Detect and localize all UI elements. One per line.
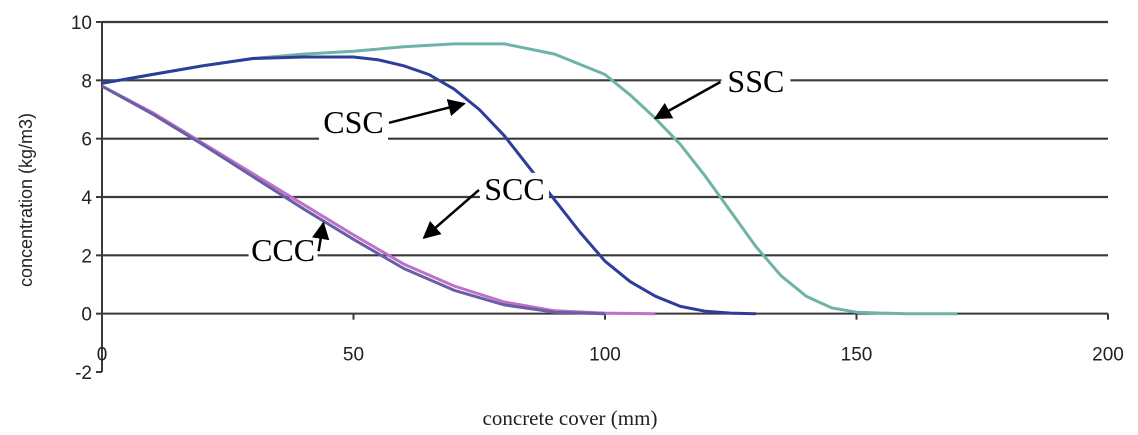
- annotation-arrow-ccc: [312, 221, 330, 252]
- annotation-label-scc: SCC: [484, 171, 544, 207]
- x-tick-label-2: 100: [589, 345, 621, 366]
- y-tick-label-0: -2: [75, 363, 92, 384]
- x-axis-label: concrete cover (mm): [483, 406, 658, 430]
- y-tick-label-2: 2: [81, 246, 92, 267]
- x-tick-label-4: 200: [1092, 345, 1124, 366]
- annotation-arrow-scc: [422, 188, 480, 239]
- annotation-bg-2: [479, 172, 549, 209]
- x-tick-labels: 0 50 100 150 200: [97, 345, 1124, 366]
- x-tick-label-3: 150: [841, 345, 873, 366]
- annotation-label-csc: CSC: [323, 104, 383, 140]
- annotation-bg-1: [319, 105, 388, 142]
- annotation-arrow-ssc: [653, 80, 722, 120]
- y-tick-label-3: 4: [81, 188, 92, 209]
- annotation-label-ssc: SSC: [727, 63, 784, 99]
- annotations: SSC CSC SCC CCC: [248, 63, 791, 271]
- annotation-bg-3: [248, 234, 318, 271]
- series-line-csc: [101, 55, 756, 316]
- series-line-ccc: [101, 84, 606, 316]
- annotation-bg-0: [721, 65, 791, 101]
- y-tick-label-1: 0: [81, 305, 92, 326]
- x-tick-label-0: 0: [97, 345, 108, 366]
- annotation-arrow-csc: [388, 99, 466, 125]
- y-tick-label-4: 6: [81, 130, 92, 151]
- y-axis-label: concentration (kg/m3): [16, 113, 36, 287]
- x-tick-label-1: 50: [343, 345, 364, 366]
- annotation-label-ccc: CCC: [251, 232, 315, 268]
- axes: [96, 21, 1109, 373]
- y-tick-label-6: 10: [71, 13, 92, 34]
- y-tick-label-5: 8: [81, 71, 92, 92]
- y-tick-labels: -2 0 2 4 6 8 10: [71, 13, 93, 384]
